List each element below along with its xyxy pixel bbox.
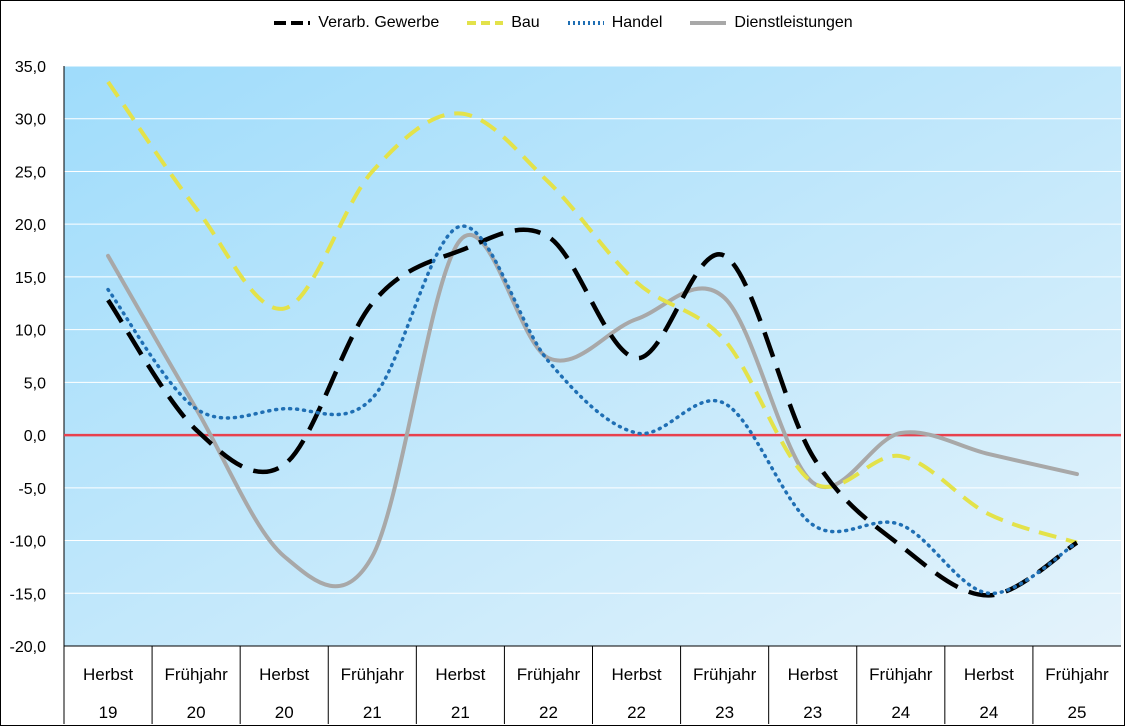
series-group [106, 80, 1079, 598]
y-tick-label: 25,0 [15, 164, 46, 181]
legend-item-verarb-gewerbe: Verarb. Gewerbe [272, 14, 439, 32]
x-tick-label-season: Frühjahr [693, 665, 757, 684]
x-axis: Herbst 19 Frühjahr 20 Herbst 20 Frühjahr 21 Herb… [64, 645, 1121, 724]
x-tick-label-season: Herbst [259, 665, 309, 684]
legend-swatch-dienstleistungen [690, 21, 727, 25]
x-tick-label-year: 20 [275, 703, 294, 722]
x-tick-label-season: Herbst [612, 665, 662, 684]
legend-label-verarb-gewerbe: Verarb. Gewerbe [318, 14, 440, 31]
legend-label-handel: Handel [611, 14, 663, 31]
x-tick-label-year: 22 [627, 703, 646, 722]
x-tick-label-year: 24 [979, 703, 998, 722]
y-tick-label: 30,0 [15, 112, 46, 129]
x-tick-label-year: 21 [451, 703, 470, 722]
x-tick-label-year: 24 [891, 703, 910, 722]
y-tick-label: 10,0 [15, 323, 46, 340]
y-axis: 35,0 30,0 25,0 20,0 15,0 10,0 5,0 0,0 -5,0 -10,0 -… [10, 59, 65, 724]
legend-label-dienstleistungen: Dienstleistungen [734, 14, 853, 31]
x-tick-label-year: 23 [715, 703, 734, 722]
x-tick-label-season: Herbst [435, 665, 485, 684]
y-tick-label: 5,0 [24, 375, 46, 392]
x-tick-label-year: 20 [187, 703, 206, 722]
x-tick-label-season: Frühjahr [517, 665, 581, 684]
x-tick-label-year: 25 [1067, 703, 1086, 722]
y-tick-label: 20,0 [15, 217, 46, 234]
x-tick-label-season: Frühjahr [341, 665, 405, 684]
y-tick-label: -5,0 [18, 481, 46, 498]
x-tick-label-season: Frühjahr [869, 665, 933, 684]
legend-swatch-bau [467, 21, 504, 25]
legend-item-dienstleistungen: Dienstleistungen [688, 14, 853, 32]
plot-area [64, 66, 1121, 646]
x-tick-label-year: 23 [803, 703, 822, 722]
x-tick-label-season: Frühjahr [164, 665, 228, 684]
legend-label-bau: Bau [511, 14, 540, 31]
x-tick-label-season: Frühjahr [1045, 665, 1109, 684]
y-tick-label: 35,0 [15, 59, 46, 76]
legend-swatch-handel [567, 21, 604, 25]
x-tick-label-year: 19 [99, 703, 118, 722]
x-tick-label-season: Herbst [83, 665, 133, 684]
x-tick-label-year: 21 [363, 703, 382, 722]
legend-item-bau: Bau [465, 14, 540, 32]
y-tick-label: -15,0 [10, 586, 47, 603]
y-tick-label: -10,0 [10, 534, 47, 551]
y-tick-label: 15,0 [15, 270, 46, 287]
series-line-handel [106, 224, 1079, 596]
legend-swatch-verarb-gewerbe [274, 21, 311, 25]
y-tick-label: 0,0 [24, 428, 46, 445]
x-tick-label-year: 22 [539, 703, 558, 722]
legend: Verarb. Gewerbe Bau Handel Dienstleistun… [0, 14, 1125, 32]
x-tick-label-season: Herbst [964, 665, 1014, 684]
series-line-bau [106, 80, 1078, 545]
y-tick-label: -20,0 [10, 639, 47, 656]
x-tick-label-season: Herbst [788, 665, 838, 684]
legend-item-handel: Handel [566, 14, 663, 32]
